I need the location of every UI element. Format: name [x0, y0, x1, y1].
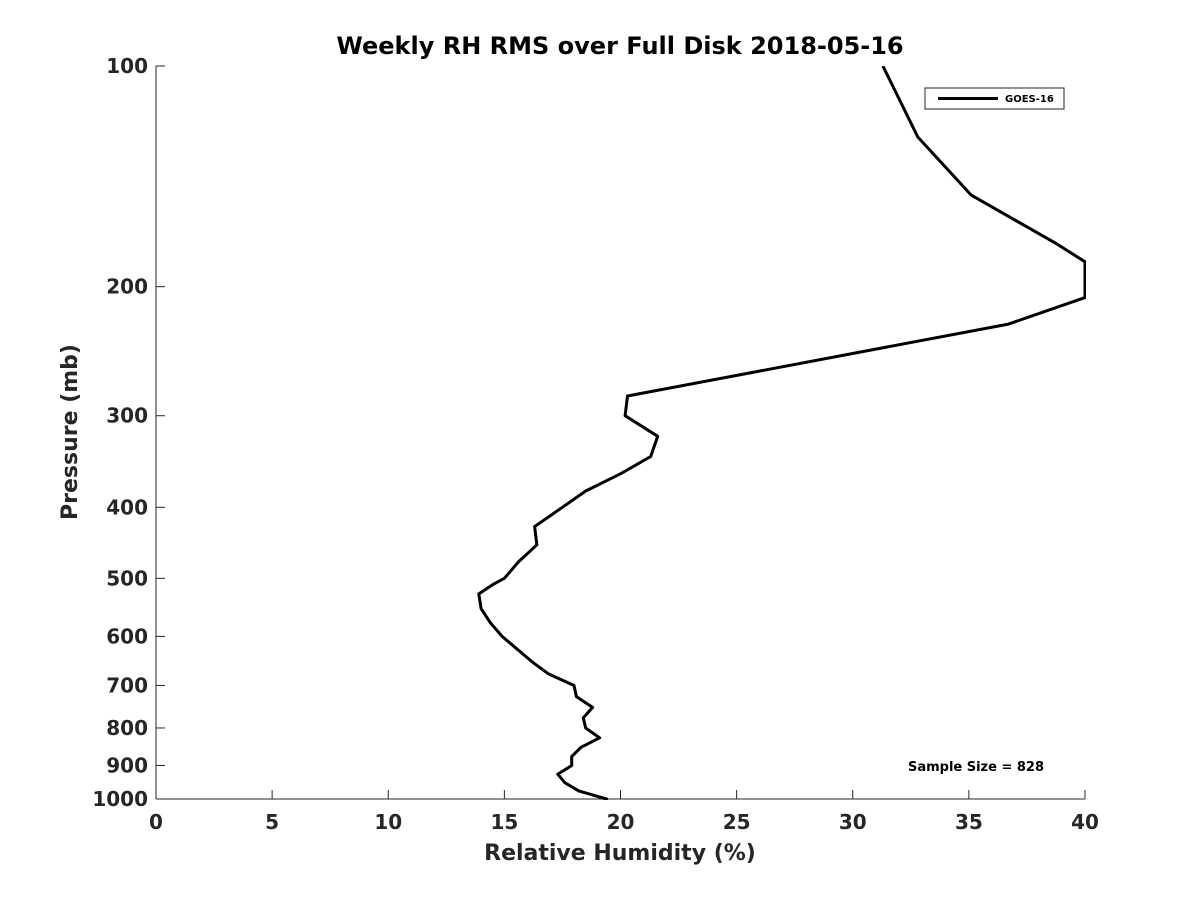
y-tick-label: 100 — [106, 54, 148, 78]
legend: GOES-16 — [924, 87, 1065, 110]
y-tick-label: 800 — [106, 716, 148, 740]
sample-size-annotation: Sample Size = 828 — [908, 760, 1044, 775]
x-tick-label: 15 — [490, 810, 518, 834]
x-tick-label: 5 — [265, 810, 279, 834]
y-tick-label: 1000 — [92, 787, 148, 811]
x-tick-label: 0 — [149, 810, 163, 834]
x-tick-label: 25 — [723, 810, 751, 834]
y-tick-label: 700 — [106, 673, 148, 697]
chart-title: Weekly RH RMS over Full Disk 2018-05-16 — [336, 32, 903, 60]
y-tick-label: 900 — [106, 753, 148, 777]
series-layer — [477, 66, 1086, 800]
y-tick-label: 200 — [106, 275, 148, 299]
y-tick-label: 300 — [106, 404, 148, 428]
y-tick-label: 600 — [106, 624, 148, 648]
x-tick-label: 20 — [607, 810, 635, 834]
x-tick-label: 35 — [955, 810, 983, 834]
y-tick-label: 500 — [106, 566, 148, 590]
x-axis-label: Relative Humidity (%) — [484, 841, 756, 866]
legend-label-goes-16: GOES-16 — [1005, 94, 1054, 105]
y-tick-label: 400 — [106, 495, 148, 519]
y-ticks: 100 200 300 400 500 600 700 800 900 1000 — [92, 54, 165, 811]
y-axis-label: Pressure (mb) — [58, 344, 83, 520]
x-tick-label: 30 — [839, 810, 867, 834]
x-tick-label: 40 — [1071, 810, 1099, 834]
x-ticks: 0 5 10 15 20 25 30 35 40 — [149, 790, 1099, 834]
series-line-goes-16 — [477, 66, 1086, 800]
x-tick-label: 10 — [374, 810, 402, 834]
axes — [155, 66, 1085, 800]
